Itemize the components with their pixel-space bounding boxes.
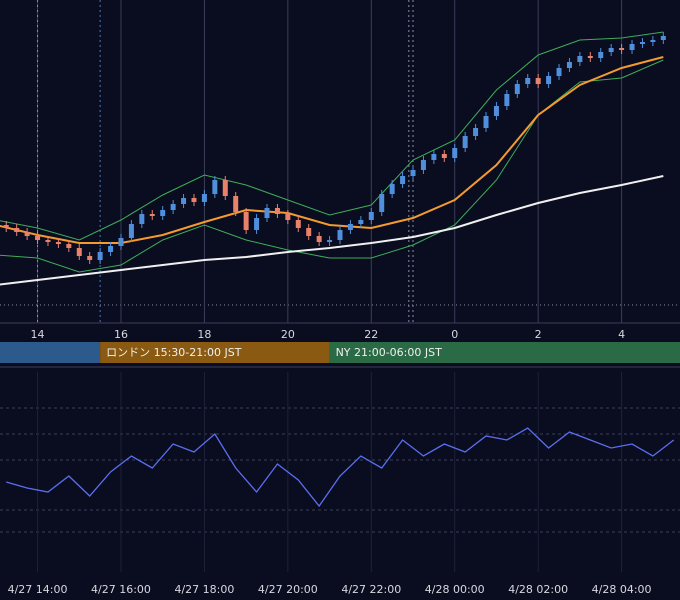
x-tick-label: 18 <box>197 328 211 341</box>
candle-body <box>139 214 145 224</box>
candle-body <box>514 84 520 94</box>
candle-body <box>462 136 468 148</box>
candle-body <box>243 212 249 230</box>
candle-body <box>587 56 593 58</box>
candle-body <box>566 62 572 68</box>
candle-body <box>55 242 61 244</box>
x-tick-label: 4/27 18:00 <box>174 583 234 596</box>
candle-body <box>170 204 176 210</box>
session-band <box>329 342 680 363</box>
candle-body <box>160 210 166 216</box>
indicator-line <box>0 56 664 244</box>
candle-body <box>222 180 228 196</box>
candle-body <box>35 236 41 240</box>
candle-body <box>525 78 531 84</box>
candle-body <box>274 208 280 214</box>
candle-body <box>306 228 312 236</box>
candle-body <box>598 52 604 58</box>
candle-body <box>410 170 416 176</box>
session-label: NY 21:00-06:00 JST <box>336 346 443 359</box>
candle-body <box>389 184 395 194</box>
candle-body <box>546 76 552 84</box>
x-tick-label: 4/28 02:00 <box>508 583 568 596</box>
x-tick-label: 22 <box>364 328 378 341</box>
session-band <box>0 342 101 363</box>
candle-body <box>108 246 114 252</box>
session-label: ロンドン 15:30-21:00 JST <box>106 346 242 359</box>
candle-body <box>431 154 437 160</box>
candle-body <box>420 160 426 170</box>
candle-body <box>493 106 499 116</box>
candle-body <box>379 194 385 212</box>
x-tick-label: 16 <box>114 328 128 341</box>
candle-body <box>660 36 666 40</box>
x-tick-label: 20 <box>281 328 295 341</box>
x-tick-label: 2 <box>535 328 542 341</box>
candle-body <box>577 56 583 62</box>
candle-body <box>295 220 301 228</box>
candle-body <box>191 198 197 202</box>
candle-body <box>128 224 134 238</box>
candle-body <box>483 116 489 128</box>
candle-body <box>24 232 30 236</box>
candle-body <box>347 224 353 230</box>
x-tick-label: 4/28 00:00 <box>425 583 485 596</box>
candle-body <box>87 256 93 260</box>
candle-body <box>556 68 562 76</box>
candle-body <box>254 218 260 230</box>
x-tick-label: 4/28 04:00 <box>592 583 652 596</box>
candle-body <box>14 228 20 232</box>
x-tick-label: 4/27 22:00 <box>341 583 401 596</box>
candle-body <box>400 176 406 184</box>
candle-body <box>504 94 510 106</box>
candle-body <box>181 198 187 204</box>
candle-body <box>45 240 51 242</box>
candle-body <box>619 48 625 50</box>
candle-body <box>285 214 291 220</box>
candle-body <box>608 48 614 52</box>
candle-body <box>66 244 72 248</box>
candle-body <box>327 240 333 242</box>
candle-body <box>118 238 124 246</box>
indicator-line <box>0 31 664 241</box>
candle-body <box>650 40 656 42</box>
x-tick-label: 4/27 20:00 <box>258 583 318 596</box>
candle-body <box>201 194 207 202</box>
candle-body <box>149 214 155 216</box>
candle-body <box>3 225 9 228</box>
indicator-line <box>0 175 664 286</box>
candle-body <box>233 196 239 212</box>
candle-body <box>76 248 82 256</box>
candle-body <box>264 208 270 218</box>
x-tick-label: 0 <box>451 328 458 341</box>
candle-body <box>97 252 103 260</box>
candle-body <box>535 78 541 84</box>
candle-body <box>358 220 364 224</box>
candle-body <box>316 236 322 242</box>
candle-body <box>337 230 343 240</box>
x-tick-label: 14 <box>31 328 45 341</box>
session-band <box>100 342 330 363</box>
candle-body <box>212 180 218 194</box>
candle-body <box>368 212 374 220</box>
x-tick-label: 4/27 14:00 <box>8 583 68 596</box>
x-tick-label: 4/27 16:00 <box>91 583 151 596</box>
candle-body <box>441 154 447 158</box>
candle-body <box>473 128 479 136</box>
oscillator-line <box>6 427 675 508</box>
candle-body <box>639 42 645 44</box>
candle-body <box>452 148 458 158</box>
x-tick-label: 4 <box>618 328 625 341</box>
candle-body <box>629 44 635 50</box>
